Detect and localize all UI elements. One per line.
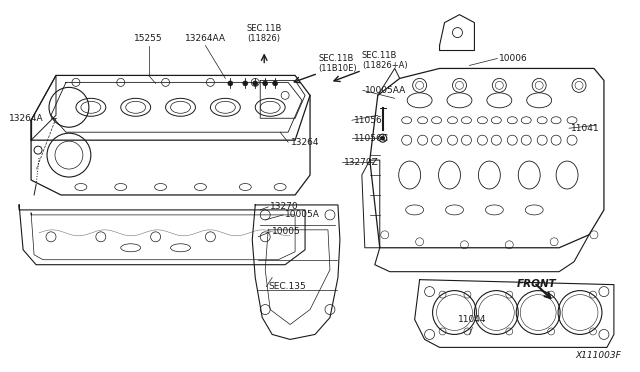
Circle shape xyxy=(262,81,268,86)
Text: 11041: 11041 xyxy=(571,124,600,133)
Text: 15255: 15255 xyxy=(134,34,163,43)
Circle shape xyxy=(243,81,248,86)
Text: 11044: 11044 xyxy=(458,315,486,324)
Text: 13270: 13270 xyxy=(270,202,299,211)
Text: 10005A: 10005A xyxy=(285,211,320,219)
Text: SEC.135: SEC.135 xyxy=(268,282,306,291)
Text: (11826+A): (11826+A) xyxy=(362,61,408,70)
Circle shape xyxy=(381,136,385,140)
Text: 10005: 10005 xyxy=(272,227,301,236)
Text: X111003F: X111003F xyxy=(575,351,621,360)
Text: 13264: 13264 xyxy=(291,138,319,147)
Text: FRONT: FRONT xyxy=(517,279,557,289)
Text: 13264AA: 13264AA xyxy=(185,34,226,43)
Text: 13264A: 13264A xyxy=(9,114,44,123)
Circle shape xyxy=(253,81,258,86)
Text: 10005AA: 10005AA xyxy=(365,86,406,95)
Text: SEC.11B: SEC.11B xyxy=(318,54,353,63)
Text: 13270Z: 13270Z xyxy=(344,158,379,167)
Text: (11826): (11826) xyxy=(248,34,281,43)
Text: SEC.11B: SEC.11B xyxy=(246,24,282,33)
Text: (11B10E): (11B10E) xyxy=(318,64,356,73)
Text: 11056C: 11056C xyxy=(354,134,389,143)
Text: SEC.11B: SEC.11B xyxy=(362,51,397,60)
Text: 10006: 10006 xyxy=(499,54,528,63)
Circle shape xyxy=(273,81,278,86)
Circle shape xyxy=(228,81,233,86)
Text: 11056: 11056 xyxy=(354,116,383,125)
